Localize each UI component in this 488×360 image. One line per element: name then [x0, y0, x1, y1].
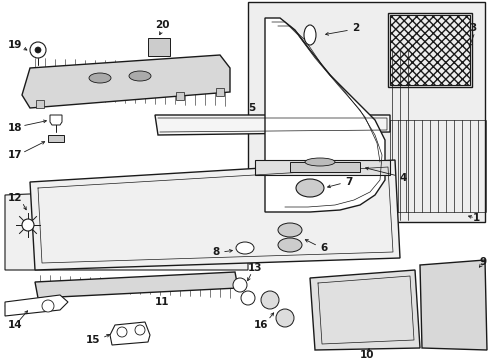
Polygon shape [35, 272, 238, 298]
Text: 4: 4 [399, 173, 407, 183]
Text: 16: 16 [253, 320, 267, 330]
Text: 20: 20 [155, 20, 169, 30]
Text: 2: 2 [351, 23, 359, 33]
Text: 10: 10 [359, 350, 374, 360]
Ellipse shape [278, 238, 302, 252]
Text: 6: 6 [319, 243, 326, 253]
Polygon shape [309, 270, 419, 350]
Circle shape [35, 47, 41, 53]
Circle shape [241, 291, 254, 305]
Circle shape [275, 309, 293, 327]
Polygon shape [5, 295, 68, 316]
Text: 1: 1 [472, 213, 479, 223]
Polygon shape [48, 135, 64, 142]
Text: 15: 15 [85, 335, 100, 345]
Bar [389, 15, 469, 85]
Bar [247, 2, 484, 222]
Ellipse shape [89, 73, 111, 83]
Circle shape [117, 327, 127, 337]
Bar [176, 92, 183, 100]
Text: 5: 5 [247, 103, 255, 113]
Text: 13: 13 [247, 263, 262, 273]
Ellipse shape [278, 223, 302, 237]
Ellipse shape [295, 179, 324, 197]
Circle shape [232, 278, 246, 292]
Text: 18: 18 [8, 123, 22, 133]
Ellipse shape [304, 25, 315, 45]
Bar [216, 88, 224, 96]
Polygon shape [254, 160, 389, 175]
Bar [387, 13, 471, 87]
Polygon shape [110, 322, 150, 345]
Polygon shape [5, 185, 247, 270]
Text: 9: 9 [479, 257, 486, 267]
Text: 11: 11 [155, 297, 169, 307]
Circle shape [261, 291, 279, 309]
Bar [148, 38, 170, 56]
Circle shape [135, 325, 145, 335]
Polygon shape [419, 260, 486, 350]
Text: 17: 17 [8, 150, 22, 160]
Circle shape [42, 300, 54, 312]
Circle shape [30, 42, 46, 58]
Polygon shape [155, 115, 389, 135]
Ellipse shape [129, 71, 151, 81]
Polygon shape [22, 55, 229, 108]
Bar [36, 100, 44, 108]
Text: 7: 7 [345, 177, 352, 187]
Circle shape [22, 219, 34, 231]
Text: 12: 12 [8, 193, 22, 203]
Ellipse shape [305, 158, 334, 166]
Polygon shape [50, 115, 62, 125]
Text: 19: 19 [8, 40, 22, 50]
Polygon shape [264, 18, 384, 212]
Bar [289, 162, 359, 172]
Text: 3: 3 [469, 23, 476, 33]
Text: 14: 14 [8, 320, 22, 330]
Polygon shape [30, 160, 399, 270]
Text: 8: 8 [212, 247, 220, 257]
Ellipse shape [236, 242, 253, 254]
